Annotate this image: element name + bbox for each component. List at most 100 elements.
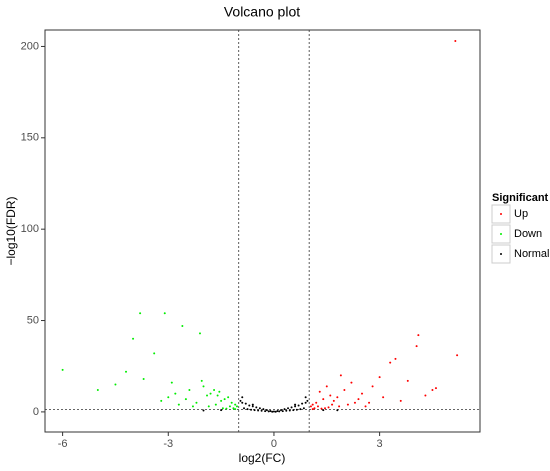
point xyxy=(61,368,64,371)
point xyxy=(218,390,221,393)
point xyxy=(325,385,328,388)
point xyxy=(174,392,177,395)
point xyxy=(241,396,244,399)
point xyxy=(260,409,263,412)
point xyxy=(322,409,325,412)
point xyxy=(353,401,356,404)
x-tick-label: 3 xyxy=(377,438,383,450)
point xyxy=(346,403,349,406)
point xyxy=(214,403,217,406)
legend-marker xyxy=(500,233,502,235)
point xyxy=(382,396,385,399)
point xyxy=(181,325,184,328)
point xyxy=(213,388,216,391)
point xyxy=(399,399,402,402)
point xyxy=(251,405,254,408)
point xyxy=(336,409,339,412)
point xyxy=(262,408,265,411)
point xyxy=(114,383,117,386)
point xyxy=(265,409,268,412)
point xyxy=(279,409,282,412)
point xyxy=(153,352,156,355)
point xyxy=(327,406,330,409)
point xyxy=(417,334,420,337)
point xyxy=(368,401,371,404)
point xyxy=(339,374,342,377)
point xyxy=(318,390,321,393)
legend-title: Significant xyxy=(492,192,549,204)
point xyxy=(278,410,281,413)
legend-marker xyxy=(500,213,502,215)
point xyxy=(389,361,392,364)
point xyxy=(313,407,316,410)
point xyxy=(225,407,228,410)
y-axis-label: −log10(FDR) xyxy=(4,196,18,265)
point xyxy=(202,409,205,412)
chart-title: Volcano plot xyxy=(224,4,300,20)
point xyxy=(301,402,304,405)
point xyxy=(209,392,212,395)
point xyxy=(292,409,295,412)
point xyxy=(221,407,224,410)
legend-label: Up xyxy=(514,208,528,220)
point xyxy=(315,401,318,404)
point xyxy=(246,408,249,411)
point xyxy=(456,354,459,357)
point xyxy=(316,405,319,408)
point xyxy=(257,409,260,412)
point xyxy=(160,399,163,402)
point xyxy=(304,401,307,404)
point xyxy=(234,403,237,406)
point xyxy=(311,403,314,406)
point xyxy=(206,394,209,397)
point xyxy=(332,399,335,402)
point xyxy=(287,407,290,410)
point xyxy=(244,402,247,405)
point xyxy=(431,388,434,391)
point xyxy=(264,410,267,413)
point xyxy=(281,410,284,413)
point xyxy=(336,396,339,399)
point xyxy=(216,394,219,397)
point xyxy=(295,408,298,411)
point xyxy=(250,408,253,411)
point xyxy=(331,403,334,406)
point xyxy=(243,407,246,410)
y-tick-label: 150 xyxy=(21,132,39,144)
point xyxy=(228,405,231,408)
point xyxy=(200,379,203,382)
point xyxy=(232,407,235,410)
point xyxy=(283,408,286,411)
point xyxy=(294,403,297,406)
legend-label: Down xyxy=(514,228,542,240)
point xyxy=(378,376,381,379)
y-tick-label: 200 xyxy=(21,40,39,52)
point xyxy=(454,39,457,42)
point xyxy=(267,410,270,413)
point xyxy=(253,409,256,412)
plot-area xyxy=(44,29,481,433)
point xyxy=(297,404,300,407)
point xyxy=(139,312,142,315)
point xyxy=(274,410,277,413)
point xyxy=(248,404,251,407)
x-axis-label: log2(FC) xyxy=(239,451,286,465)
point xyxy=(272,410,275,413)
point xyxy=(184,398,187,401)
point xyxy=(324,407,327,410)
y-tick-label: 50 xyxy=(27,314,39,326)
point xyxy=(230,401,233,404)
x-tick-label: -6 xyxy=(58,438,68,450)
point xyxy=(406,379,409,382)
point xyxy=(191,405,194,408)
y-tick-label: 100 xyxy=(21,223,39,235)
point xyxy=(195,401,198,404)
point xyxy=(329,394,332,397)
point xyxy=(170,381,173,384)
point xyxy=(167,396,170,399)
point xyxy=(309,405,312,408)
point xyxy=(188,388,191,391)
point xyxy=(220,409,223,412)
point xyxy=(241,401,244,404)
